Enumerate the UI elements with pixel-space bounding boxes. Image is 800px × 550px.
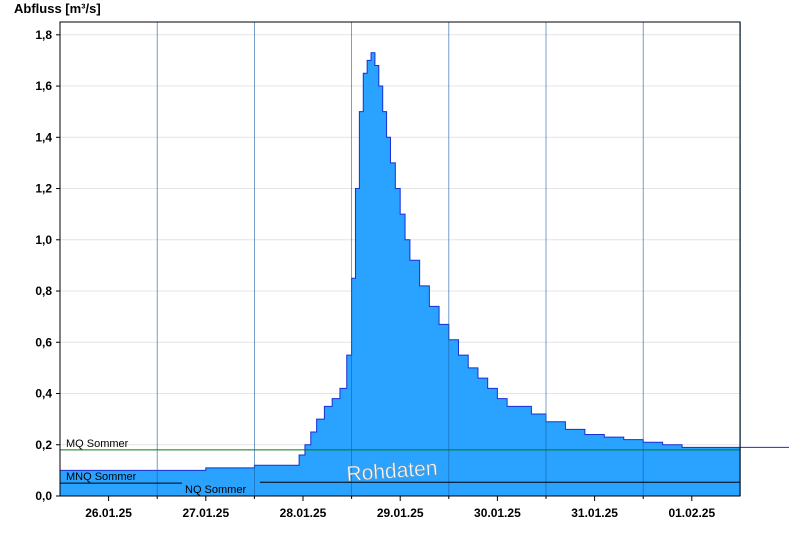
x-tick-label: 29.01.25 [377, 506, 424, 520]
mq-label: MQ Sommer [66, 438, 129, 450]
y-tick-label: 1,4 [35, 130, 52, 144]
y-axis: 0,0 0,2 0,4 0,6 0,8 1,0 1,2 1,4 1,6 1,8 [35, 28, 60, 503]
reference-lines: MQ Sommer MNQ Sommer NQ Sommer [60, 438, 740, 496]
y-tick-label: 0,6 [35, 335, 52, 349]
x-tick-label: 01.02.25 [668, 506, 715, 520]
y-tick-label: 1,0 [35, 233, 52, 247]
x-tick-label: 27.01.25 [182, 506, 229, 520]
y-tick-label: 0,2 [35, 438, 52, 452]
mnq-label: MNQ Sommer [66, 471, 137, 483]
discharge-area [59, 52, 789, 497]
x-tick-label: 31.01.25 [571, 506, 618, 520]
y-tick-label: 1,6 [35, 79, 52, 93]
y-tick-label: 1,2 [35, 182, 52, 196]
x-tick-label: 28.01.25 [280, 506, 327, 520]
x-axis: 26.01.25 27.01.25 28.01.25 29.01.25 30.01.25… [85, 496, 715, 520]
y-tick-label: 1,8 [35, 28, 52, 42]
x-tick-label: 26.01.25 [85, 506, 132, 520]
discharge-series-area [59, 52, 789, 497]
y-tick-label: 0,8 [35, 284, 52, 298]
y-tick-label: 0,0 [35, 489, 52, 503]
nq-label: NQ Sommer [185, 484, 246, 496]
y-axis-label: Abfluss [m³/s] [14, 1, 101, 16]
y-tick-label: 0,4 [35, 387, 52, 401]
day-separators [156, 22, 741, 496]
x-tick-label: 30.01.25 [474, 506, 521, 520]
